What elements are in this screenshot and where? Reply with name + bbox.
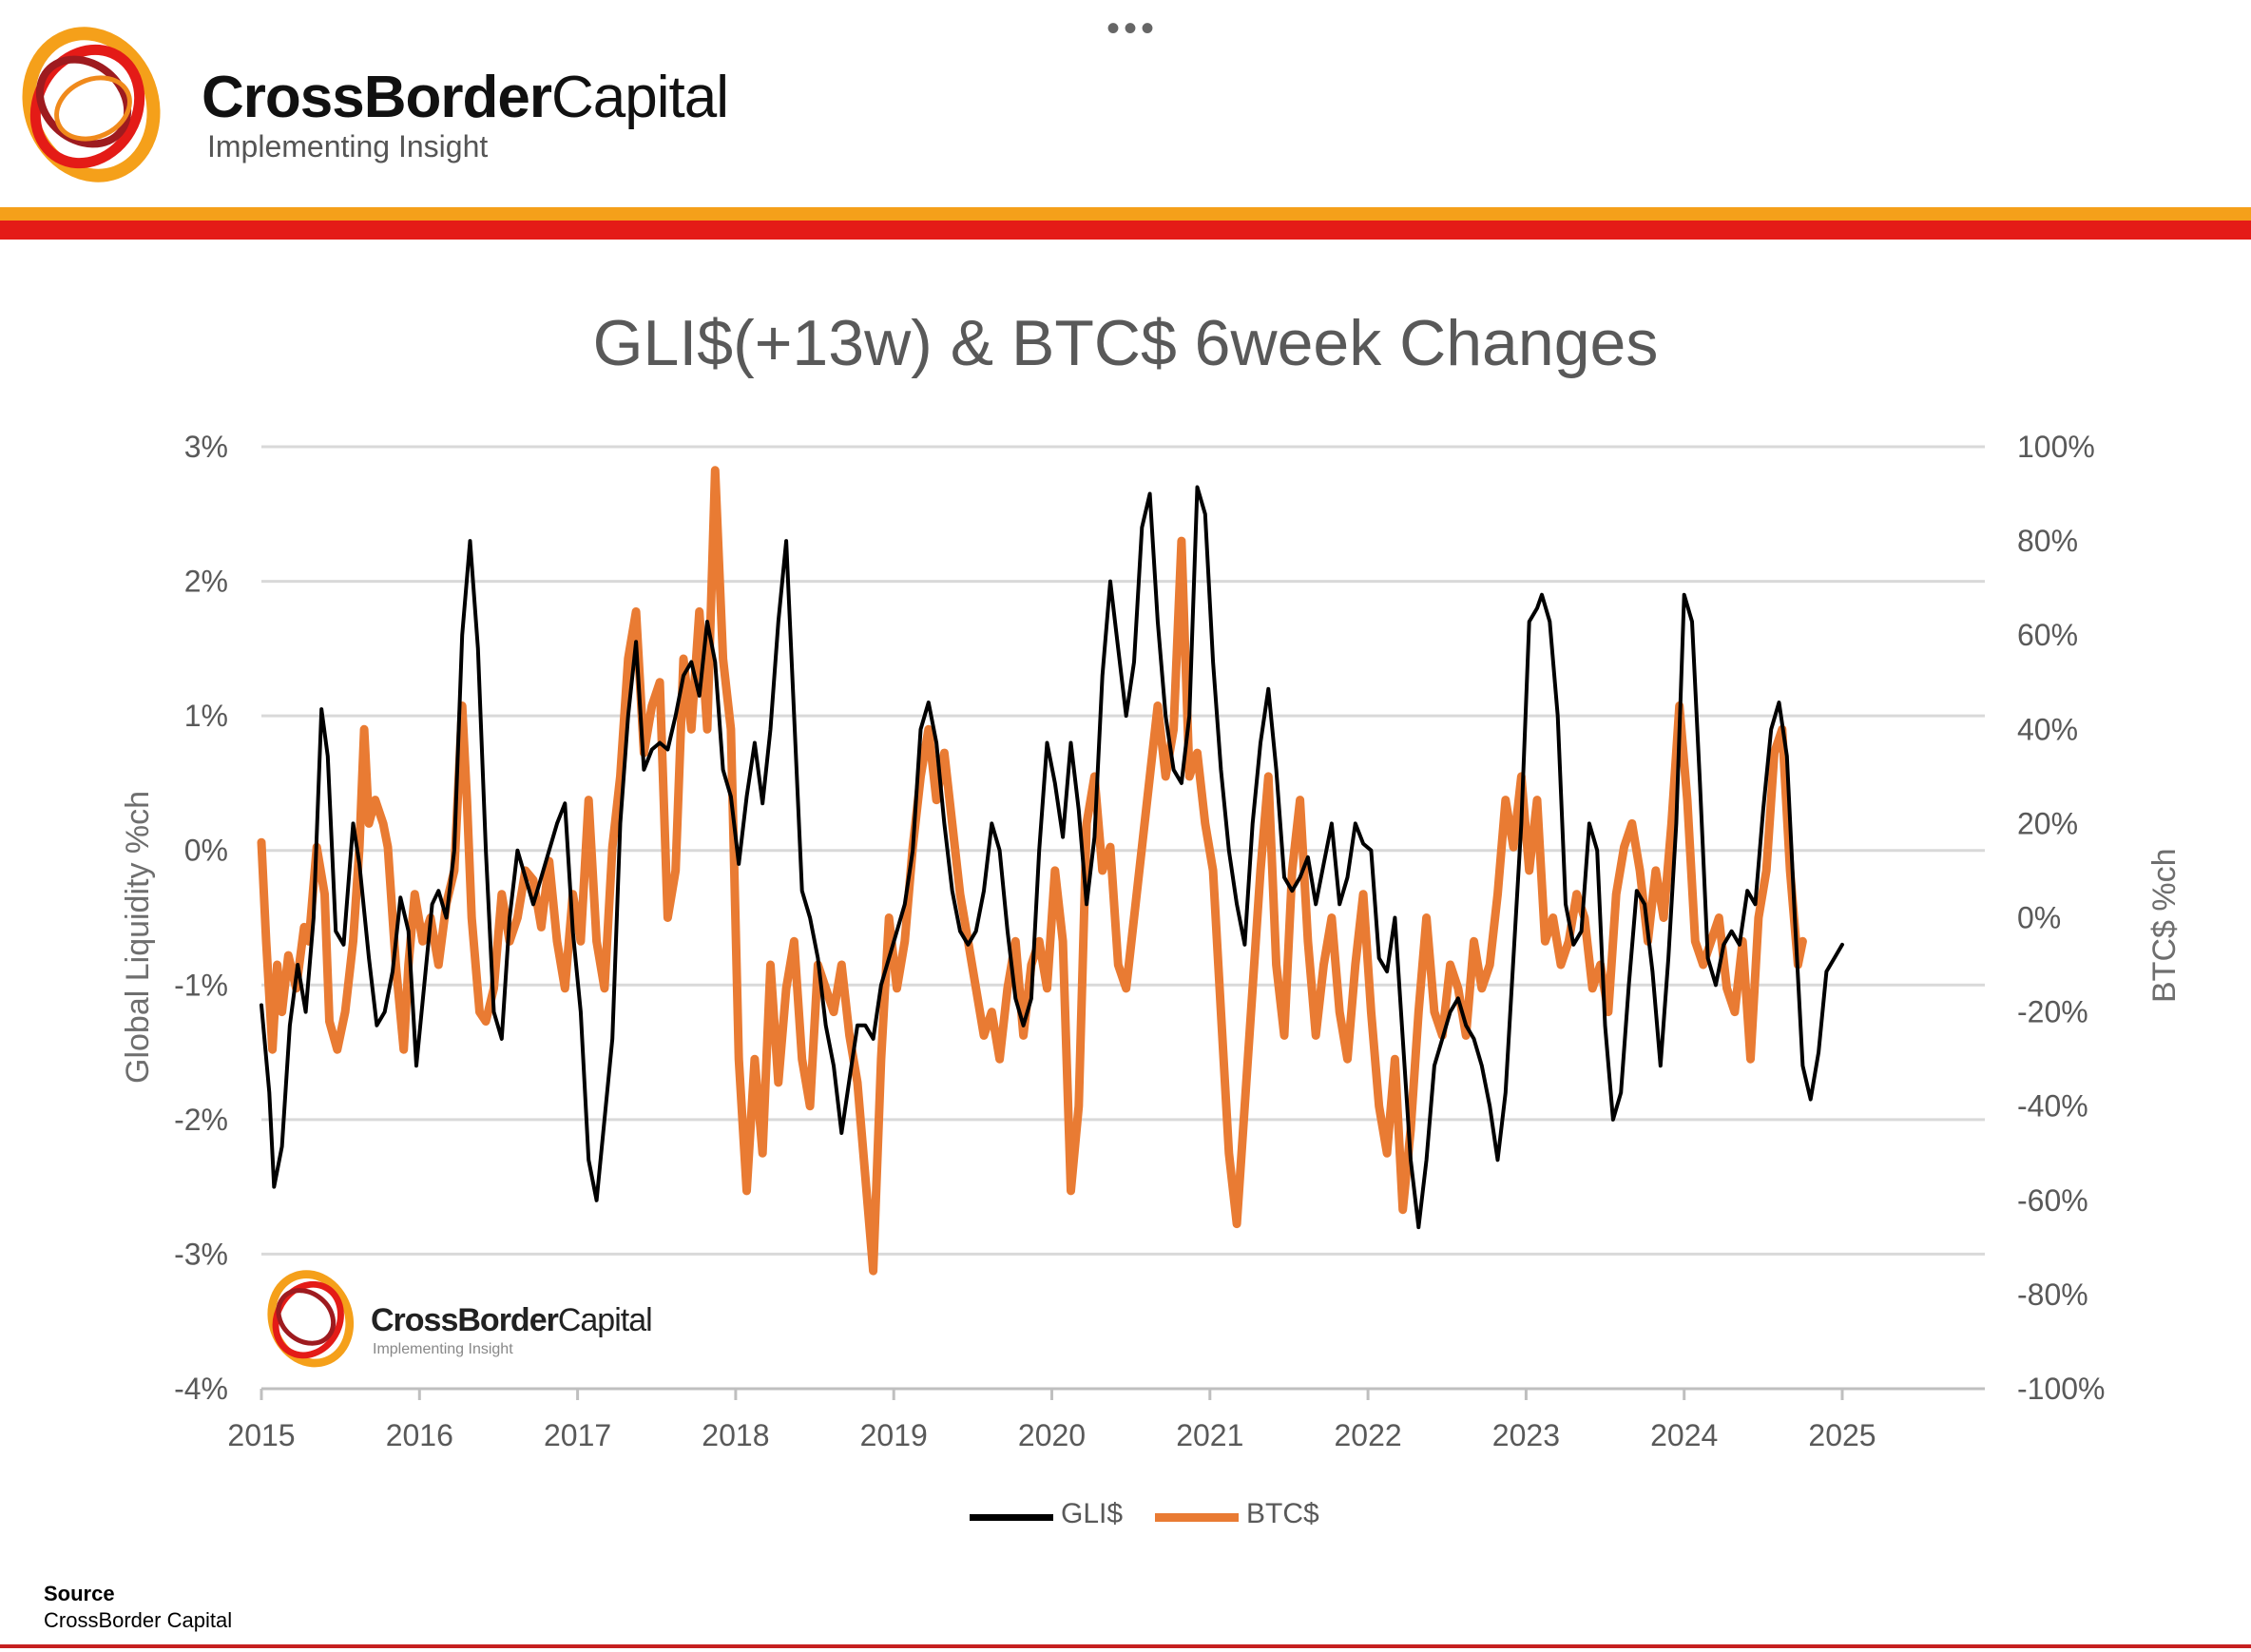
report-header: ••• CrossBorderCapital Implementing Insi… — [0, 0, 2251, 204]
y-tick-label-right: 20% — [2017, 806, 2078, 840]
series-line-btc — [257, 466, 1807, 1276]
source-label: Source — [44, 1582, 115, 1605]
y-axis-label-right: BTC$ %ch — [2146, 848, 2183, 1004]
watermark-brand-bold: CrossBorder — [371, 1302, 559, 1338]
x-tick-label: 2021 — [1176, 1418, 1243, 1452]
x-tick-label: 2017 — [544, 1418, 611, 1452]
legend-swatch-btc — [1155, 1513, 1239, 1522]
legend-label-gli: GLI$ — [1061, 1498, 1124, 1529]
y-tick-label-right: -60% — [2017, 1183, 2088, 1218]
x-tick-label: 2016 — [386, 1418, 453, 1452]
header-divider-red — [0, 221, 2251, 240]
x-tick-label: 2015 — [227, 1418, 295, 1452]
crossborder-logo-icon — [22, 27, 161, 182]
y-tick-label-left: 2% — [184, 565, 228, 599]
y-tick-label-left: -4% — [174, 1372, 228, 1406]
y-tick-label-right: 40% — [2017, 712, 2078, 746]
y-tick-label-left: 0% — [184, 834, 228, 868]
x-tick-label: 2019 — [860, 1418, 928, 1452]
x-tick-label: 2020 — [1018, 1418, 1086, 1452]
y-tick-label-right: -80% — [2017, 1277, 2088, 1312]
source-value: CrossBorder Capital — [44, 1608, 233, 1632]
brand-tagline: Implementing Insight — [207, 129, 489, 163]
y-tick-label-right: 60% — [2017, 618, 2078, 652]
chart-title: GLI$(+13w) & BTC$ 6week Changes — [592, 307, 1659, 379]
y-tick-label-left: -2% — [174, 1103, 228, 1137]
brand-bold: CrossBorder — [202, 65, 552, 130]
y-tick-label-left: 3% — [184, 430, 228, 464]
x-tick-label: 2022 — [1335, 1418, 1402, 1452]
y-tick-label-right: -100% — [2017, 1372, 2106, 1406]
watermark-logo: CrossBorderCapital Implementing Insight — [259, 1259, 658, 1373]
watermark-tagline: Implementing Insight — [373, 1341, 513, 1357]
y-tick-label-right: 100% — [2017, 430, 2095, 464]
legend-label-btc: BTC$ — [1246, 1498, 1319, 1529]
y-tick-label-right: -40% — [2017, 1089, 2088, 1124]
x-tick-label: 2023 — [1492, 1418, 1560, 1452]
y-tick-label-left: 1% — [184, 699, 228, 733]
watermark-brand-regular: Capital — [557, 1302, 653, 1338]
y-tick-label-right: 0% — [2017, 901, 2061, 935]
y-tick-label-left: -1% — [174, 968, 228, 1002]
x-tick-label: 2018 — [702, 1418, 769, 1452]
y-tick-label-left: -3% — [174, 1237, 228, 1271]
x-tick-label: 2024 — [1650, 1418, 1718, 1452]
legend-swatch-gli — [970, 1514, 1053, 1521]
header-divider-orange — [0, 207, 2251, 221]
series-line-gli — [260, 485, 1844, 1230]
watermark-logo-icon — [267, 1270, 355, 1368]
y-tick-label-right: -20% — [2017, 995, 2088, 1029]
y-axis-label-left: Global Liquidity %ch — [120, 790, 156, 1084]
x-tick-label: 2025 — [1808, 1418, 1876, 1452]
brand-name: CrossBorderCapital — [202, 65, 729, 130]
brand-regular: Capital — [551, 65, 729, 130]
watermark-brand: CrossBorderCapital — [371, 1302, 653, 1339]
footer-divider — [0, 1644, 2251, 1648]
y-tick-label-right: 80% — [2017, 524, 2078, 558]
